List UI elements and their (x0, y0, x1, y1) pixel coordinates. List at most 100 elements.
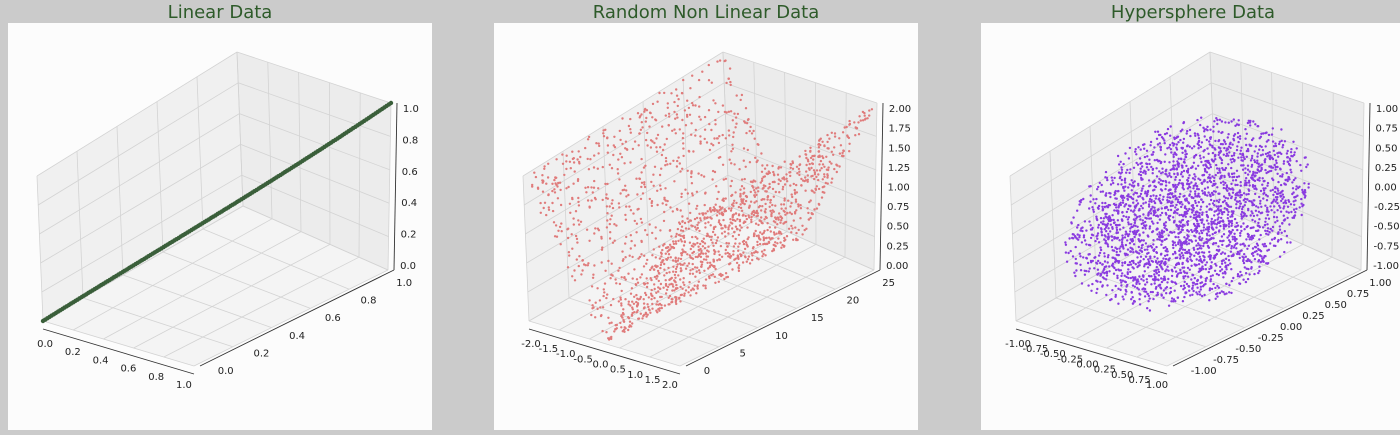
data-point (1293, 214, 1296, 218)
data-point (1135, 282, 1138, 286)
data-point (1264, 131, 1267, 135)
data-point (696, 237, 699, 240)
data-point (1212, 190, 1216, 193)
data-point (593, 154, 596, 157)
data-point (1163, 277, 1166, 281)
data-point (1245, 214, 1248, 218)
data-point (1260, 205, 1263, 208)
data-point (1247, 181, 1251, 184)
data-point (707, 245, 710, 248)
data-point (1205, 261, 1209, 264)
data-point (1293, 151, 1296, 154)
data-point (832, 153, 835, 156)
data-point (1126, 197, 1129, 200)
data-point (624, 184, 627, 187)
data-point (1159, 133, 1162, 137)
data-point (810, 166, 813, 170)
data-point (659, 229, 662, 232)
data-point (1203, 135, 1206, 138)
data-point (1156, 209, 1159, 212)
data-point (1118, 163, 1121, 166)
data-point (817, 150, 820, 153)
data-point (1215, 293, 1218, 296)
data-point (711, 241, 714, 244)
data-point (1259, 135, 1263, 138)
data-point (1201, 237, 1204, 240)
data-point (1105, 192, 1108, 195)
data-point (783, 197, 786, 200)
data-point (643, 110, 646, 113)
data-point (781, 177, 784, 180)
data-point (751, 184, 754, 188)
data-point (1138, 234, 1141, 237)
data-point (731, 119, 734, 122)
data-point (1114, 268, 1118, 272)
data-point (1082, 197, 1085, 201)
data-point (645, 315, 648, 318)
data-point (643, 181, 646, 184)
data-point (1186, 260, 1190, 263)
data-point (625, 235, 628, 239)
data-point (1210, 236, 1213, 240)
data-point (648, 197, 651, 201)
data-point (786, 180, 789, 183)
data-point (560, 222, 563, 225)
data-point (1133, 285, 1137, 288)
data-point (1286, 205, 1290, 208)
data-point (698, 115, 701, 119)
data-point (1219, 150, 1223, 153)
data-point (1199, 276, 1203, 279)
back-pane-right (723, 52, 877, 270)
data-point (568, 160, 572, 163)
data-point (551, 209, 555, 213)
data-point (1213, 199, 1216, 203)
data-point (635, 177, 638, 180)
data-point (1233, 244, 1236, 247)
data-point (633, 140, 637, 143)
data-point (1154, 211, 1157, 214)
data-point (1132, 259, 1135, 263)
data-point (1112, 265, 1115, 268)
data-point (1187, 249, 1191, 252)
chart-title: Linear Data (167, 2, 273, 23)
data-point (1180, 251, 1183, 255)
data-point (1104, 226, 1108, 229)
data-point (1298, 206, 1301, 209)
data-point (1103, 252, 1106, 255)
data-point (1252, 120, 1255, 123)
data-point (744, 214, 747, 218)
data-point (775, 218, 778, 221)
data-point (619, 298, 622, 301)
data-point (1240, 229, 1243, 233)
data-point (1164, 179, 1167, 183)
data-point (1278, 142, 1281, 146)
data-point (734, 225, 738, 228)
data-point (1193, 277, 1196, 280)
data-point (1186, 170, 1189, 173)
data-point (1182, 141, 1185, 144)
data-point (731, 227, 734, 230)
data-point (1247, 267, 1250, 271)
data-point (833, 167, 836, 171)
data-point (1147, 300, 1150, 303)
data-point (632, 302, 636, 305)
data-point (1239, 243, 1242, 246)
data-point (1236, 252, 1239, 256)
data-point (715, 137, 719, 140)
data-point (1154, 197, 1157, 200)
data-point (691, 192, 694, 195)
data-point (654, 119, 658, 122)
data-point (742, 239, 746, 243)
data-point (1281, 197, 1284, 201)
data-point (1172, 184, 1176, 188)
data-point (561, 162, 565, 165)
data-point (1113, 176, 1116, 180)
data-point (709, 224, 712, 227)
data-point (710, 235, 713, 238)
data-point (1105, 274, 1109, 277)
data-point (682, 78, 685, 82)
x-tick-label: 0.0 (593, 360, 609, 371)
data-point (1148, 227, 1151, 230)
grid-line (40, 144, 241, 264)
data-point (759, 231, 762, 234)
